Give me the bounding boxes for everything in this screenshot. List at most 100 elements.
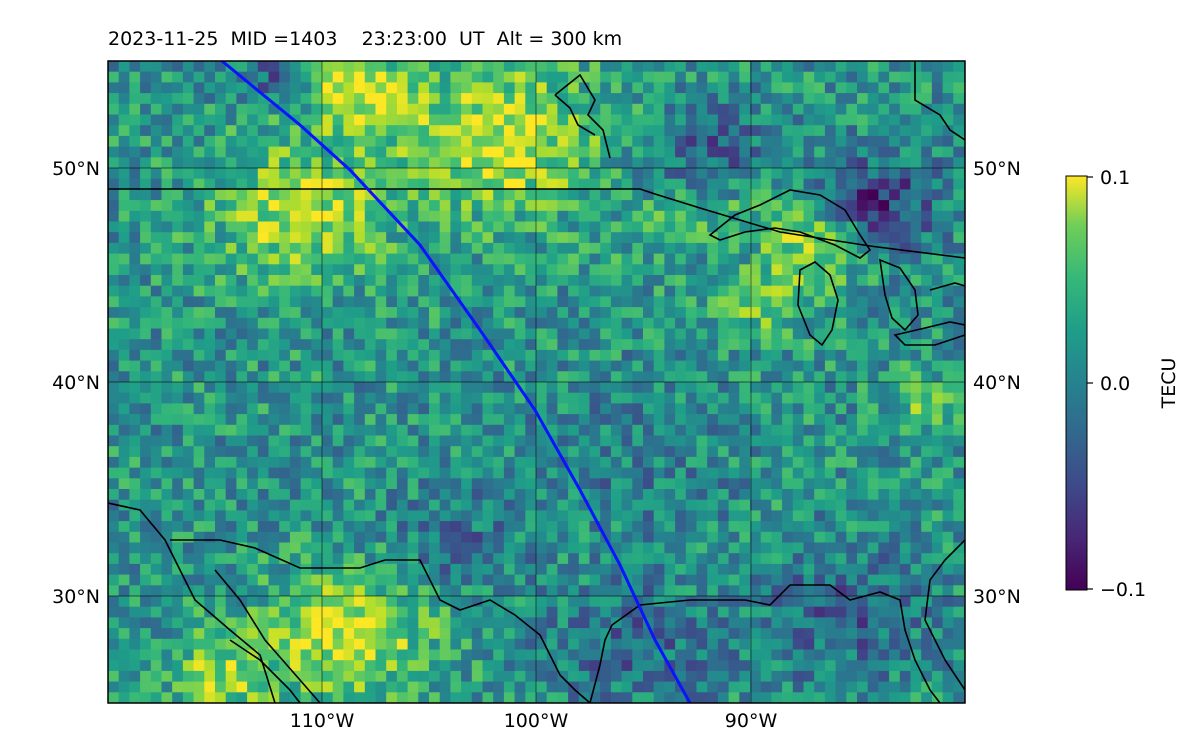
tec-cell	[664, 146, 676, 158]
tec-cell	[921, 253, 933, 265]
tec-cell	[931, 467, 944, 479]
tec-cell	[268, 456, 280, 469]
tec-cell	[461, 200, 473, 212]
tec-cell	[889, 414, 901, 426]
tec-cell	[375, 574, 387, 586]
tec-cell	[578, 649, 591, 661]
tec-cell	[910, 114, 922, 126]
tec-cell	[182, 221, 195, 233]
tec-cell	[332, 596, 344, 608]
tec-cell	[172, 71, 184, 83]
tec-cell	[867, 103, 879, 116]
tec-cell	[653, 371, 665, 383]
tec-cell	[717, 596, 730, 608]
tec-cell	[396, 510, 409, 522]
tec-cell	[782, 264, 794, 276]
tec-cell	[161, 135, 173, 148]
tec-cell	[140, 82, 152, 94]
tec-cell	[557, 242, 569, 255]
tec-cell	[247, 531, 259, 544]
tec-cell	[899, 103, 912, 116]
tec-cell	[279, 135, 291, 148]
tec-cell	[889, 168, 901, 180]
tec-cell	[439, 360, 451, 372]
tec-cell	[482, 221, 494, 233]
tec-cell	[717, 328, 730, 340]
tec-cell	[514, 489, 526, 501]
tec-cell	[439, 125, 451, 137]
tec-cell	[536, 478, 548, 490]
tec-cell	[664, 531, 676, 544]
tec-cell	[396, 82, 409, 94]
tec-cell	[322, 660, 334, 672]
tec-cell	[867, 114, 879, 126]
tec-cell	[461, 456, 473, 469]
tec-cell	[557, 585, 569, 597]
tec-cell	[739, 446, 751, 458]
tec-cell	[867, 414, 879, 426]
tec-cell	[889, 382, 901, 394]
tec-cell	[771, 178, 783, 190]
tec-cell	[889, 178, 901, 190]
tec-cell	[728, 531, 740, 544]
tec-cell	[418, 703, 429, 714]
tec-cell	[803, 114, 815, 126]
tec-cell	[493, 563, 505, 576]
tec-cell	[343, 467, 355, 479]
tec-cell	[867, 596, 879, 608]
tec-cell	[578, 382, 591, 394]
tec-cell	[600, 275, 612, 287]
tec-cell	[461, 157, 473, 169]
tec-cell	[536, 553, 548, 565]
tec-cell	[471, 371, 484, 383]
tec-cell	[803, 360, 815, 372]
tec-cell	[685, 242, 698, 255]
tec-cell	[386, 660, 398, 672]
tec-cell	[482, 628, 494, 640]
tec-cell	[814, 146, 826, 158]
tec-cell	[236, 264, 248, 276]
tec-cell	[760, 531, 772, 544]
tec-cell	[172, 200, 184, 212]
tec-cell	[482, 521, 494, 533]
tec-cell	[300, 596, 312, 608]
tec-cell	[375, 521, 387, 533]
tec-cell	[857, 189, 869, 201]
tec-cell	[953, 553, 965, 565]
tec-cell	[439, 232, 451, 244]
tec-cell	[921, 371, 933, 383]
tec-cell	[140, 403, 152, 415]
colorbar-tick-label: 0.1	[1100, 167, 1130, 189]
hudson-bay-coast	[554, 94, 596, 136]
tec-cell	[386, 617, 398, 629]
tec-cell	[204, 178, 216, 190]
tec-cell	[150, 93, 163, 105]
tec-cell	[600, 317, 612, 330]
tec-cell	[332, 114, 344, 126]
tec-cell	[696, 232, 708, 244]
tec-cell	[343, 531, 355, 544]
tec-cell	[396, 168, 409, 180]
tec-cell	[707, 61, 719, 73]
tec-cell	[482, 392, 494, 404]
tec-cell	[161, 467, 173, 479]
tec-cell	[493, 232, 505, 244]
tec-cell	[268, 628, 280, 640]
tec-cell	[696, 478, 708, 490]
tec-cell	[418, 531, 430, 544]
tec-cell	[942, 82, 954, 94]
tec-cell	[439, 531, 451, 544]
tec-cell	[782, 114, 794, 126]
tec-cell	[771, 660, 783, 672]
tec-cell	[514, 146, 526, 158]
tec-cell	[193, 628, 205, 640]
tec-cell	[921, 146, 933, 158]
tec-cell	[503, 585, 516, 597]
tec-cell	[675, 403, 687, 415]
tec-cell	[257, 542, 270, 554]
great-lake-superior	[708, 189, 872, 259]
tec-cell	[418, 478, 430, 490]
tec-cell	[140, 424, 152, 437]
tec-cell	[461, 510, 473, 522]
tec-cell	[889, 499, 901, 511]
